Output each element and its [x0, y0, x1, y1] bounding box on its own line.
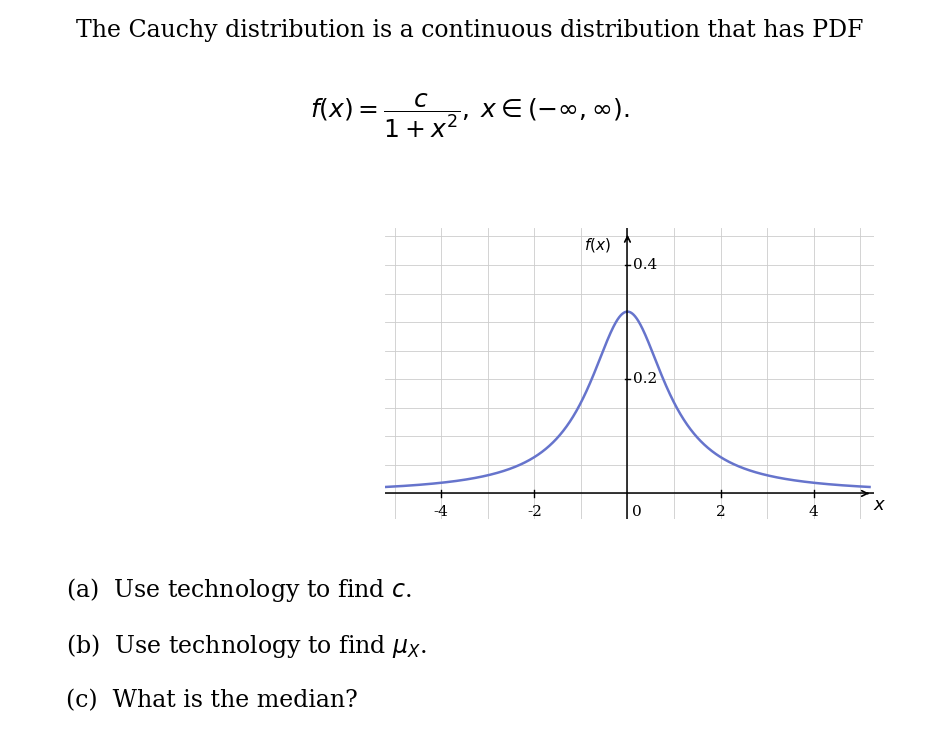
Text: (b)  Use technology to find $\mu_X$.: (b) Use technology to find $\mu_X$.	[66, 632, 427, 660]
Text: (a)  Use technology to find $c$.: (a) Use technology to find $c$.	[66, 576, 412, 604]
Text: (c)  What is the median?: (c) What is the median?	[66, 689, 357, 712]
Text: 2: 2	[715, 505, 726, 519]
Text: $f(x) = \dfrac{c}{1 + x^2},\; x \in (-\infty, \infty).$: $f(x) = \dfrac{c}{1 + x^2},\; x \in (-\i…	[310, 92, 630, 140]
Text: 0: 0	[632, 505, 642, 519]
Text: -4: -4	[434, 505, 448, 519]
Text: 0.4: 0.4	[633, 258, 657, 272]
Text: 4: 4	[808, 505, 819, 519]
Text: $x$: $x$	[873, 496, 886, 514]
Text: $f(x)$: $f(x)$	[585, 236, 611, 254]
Text: -2: -2	[527, 505, 541, 519]
Text: The Cauchy distribution is a continuous distribution that has PDF: The Cauchy distribution is a continuous …	[76, 19, 864, 42]
Text: 0.2: 0.2	[633, 372, 657, 386]
